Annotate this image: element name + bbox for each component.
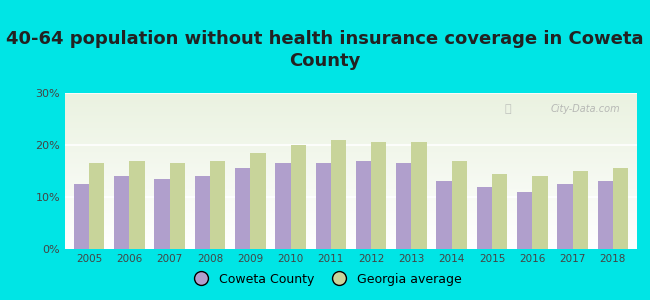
Bar	[155, 179, 170, 249]
Bar	[436, 182, 452, 249]
Bar	[114, 176, 129, 249]
Bar	[291, 145, 306, 249]
Bar	[195, 176, 210, 249]
Bar	[170, 163, 185, 249]
Bar	[492, 174, 507, 249]
Bar	[315, 163, 331, 249]
Bar	[275, 163, 291, 249]
Text: ⓘ: ⓘ	[504, 104, 511, 114]
Bar	[452, 160, 467, 249]
Text: 40-64 population without health insurance coverage in Coweta
County: 40-64 population without health insuranc…	[6, 30, 644, 70]
Bar	[129, 160, 145, 249]
Bar	[235, 168, 250, 249]
Bar	[371, 142, 387, 249]
Bar	[89, 163, 105, 249]
Bar	[476, 187, 492, 249]
Bar	[74, 184, 89, 249]
Bar	[573, 171, 588, 249]
Bar	[557, 184, 573, 249]
Bar	[250, 153, 266, 249]
Bar	[411, 142, 427, 249]
Bar	[517, 192, 532, 249]
Bar	[396, 163, 411, 249]
Text: City-Data.com: City-Data.com	[550, 104, 620, 114]
Legend: Coweta County, Georgia average: Coweta County, Georgia average	[184, 268, 466, 291]
Bar	[331, 140, 346, 249]
Bar	[532, 176, 547, 249]
Bar	[356, 160, 371, 249]
Bar	[613, 168, 628, 249]
Bar	[597, 182, 613, 249]
Bar	[210, 160, 226, 249]
